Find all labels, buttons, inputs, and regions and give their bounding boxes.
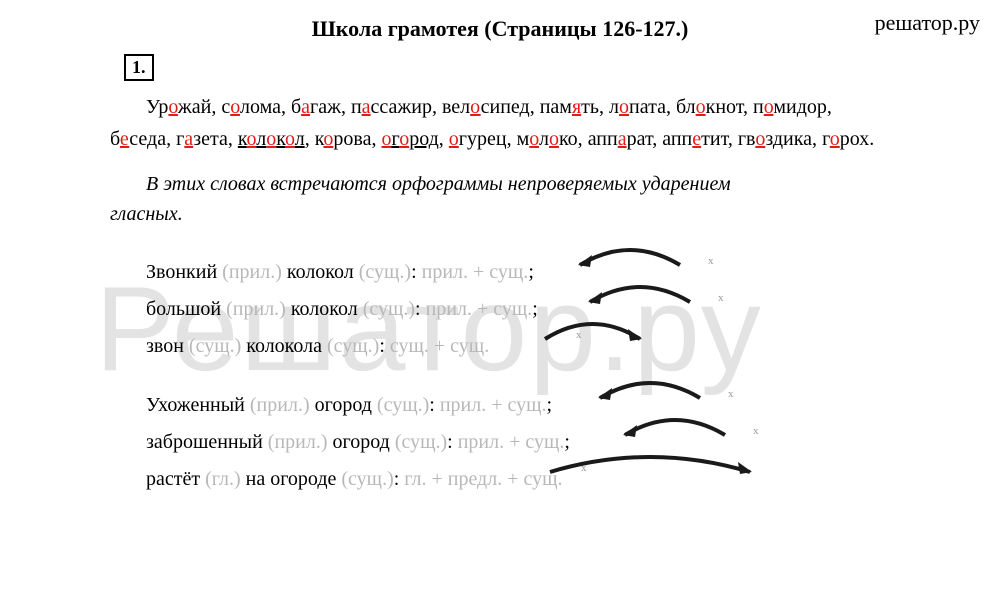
highlighted-letter: о [168, 96, 178, 118]
note-line-1: В этих словах встречаются орфограммы неп… [146, 173, 731, 195]
analysis-block: Звонкий (прил.) колокол (сущ.): прил. + … [110, 261, 890, 491]
underlined-letter: род [409, 128, 439, 150]
highlighted-letter: о [696, 96, 706, 118]
highlighted-letter: а [618, 128, 627, 150]
underlined-letter: л [295, 128, 305, 150]
highlighted-letter: о [323, 128, 333, 150]
highlighted-letter: о [285, 128, 295, 150]
highlighted-letter: о [549, 128, 559, 150]
highlighted-letter: а [362, 96, 371, 118]
x-mark: х [672, 255, 714, 267]
highlighted-letter: о [449, 128, 459, 150]
analysis-line: заброшенный (прил.) огород (сущ.): прил.… [110, 431, 890, 454]
document-page: решатор.ру Школа грамотея (Страницы 126-… [0, 0, 1000, 491]
x-mark: х [717, 425, 759, 437]
highlighted-letter: о [755, 128, 765, 150]
analysis-line [110, 372, 890, 380]
highlighted-letter: е [120, 128, 129, 150]
analysis-line: Звонкий (прил.) колокол (сущ.): прил. + … [110, 261, 890, 284]
highlighted-letter: а [301, 96, 310, 118]
note-text: В этих словах встречаются орфограммы неп… [110, 169, 890, 229]
word-list-paragraph: Урожай, солома, багаж, пассажир, велосип… [110, 91, 890, 155]
highlighted-letter: о [230, 96, 240, 118]
highlighted-letter: о [266, 128, 276, 150]
page-title: Школа грамотея (Страницы 126-127.) [110, 16, 890, 42]
analysis-line: Ухоженный (прил.) огород (сущ.): прил. +… [110, 394, 890, 417]
analysis-line: растёт (гл.) на огороде (сущ.): гл. + пр… [110, 468, 890, 491]
exercise-number: 1. [124, 54, 154, 81]
analysis-line: звон (сущ.) колокола (сущ.): сущ. + сущ.… [110, 335, 890, 358]
x-mark: х [540, 329, 582, 341]
highlighted-letter: о [529, 128, 539, 150]
highlighted-letter: о [830, 128, 840, 150]
underlined-letter: к [238, 128, 247, 150]
highlighted-letter: я [572, 96, 581, 118]
x-mark: х [692, 388, 734, 400]
highlighted-letter: а [184, 128, 193, 150]
highlighted-letter: е [692, 128, 701, 150]
underlined-letter: к [276, 128, 285, 150]
highlighted-letter: о [764, 96, 774, 118]
highlighted-letter: о [619, 96, 629, 118]
highlighted-letter: о [247, 128, 257, 150]
note-line-2: гласных. [110, 199, 183, 229]
x-mark: х [545, 462, 587, 474]
site-label: решатор.ру [875, 10, 980, 36]
highlighted-letter: о [399, 128, 409, 150]
highlighted-letter: о [470, 96, 481, 118]
analysis-line: большой (прил.) колокол (сущ.): прил. + … [110, 298, 890, 321]
underlined-letter: л [256, 128, 266, 150]
x-mark: х [682, 292, 724, 304]
highlighted-letter: о [381, 128, 391, 150]
